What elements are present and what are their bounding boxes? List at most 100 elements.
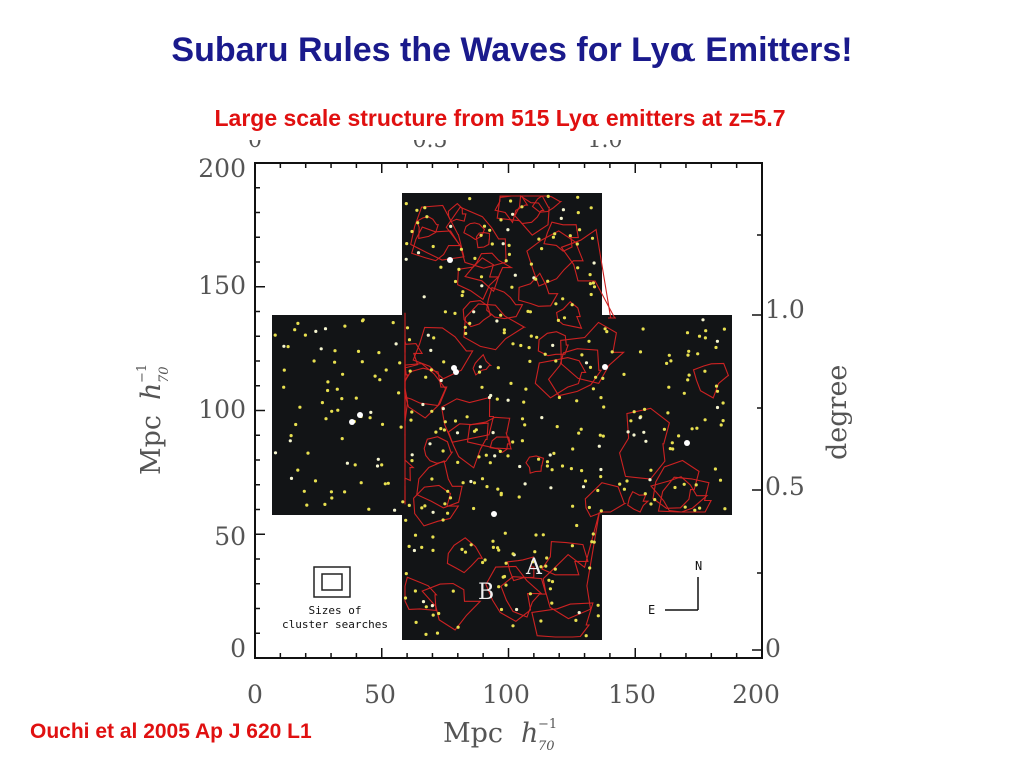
- lae-point: [336, 408, 340, 412]
- lae-point: [686, 353, 690, 357]
- lae-point: [577, 431, 581, 435]
- lae-point: [653, 498, 657, 502]
- right-tick-05: 0.5: [765, 472, 805, 501]
- east-label: E: [648, 603, 655, 617]
- lae-point: [667, 385, 671, 389]
- lae-point: [429, 348, 433, 352]
- lae-point: [360, 360, 364, 364]
- lae-point: [541, 533, 545, 537]
- lae-point: [599, 396, 603, 400]
- lae-point: [393, 508, 397, 512]
- lae-point: [562, 316, 567, 320]
- lae-point: [434, 430, 438, 434]
- lae-point: [507, 243, 511, 247]
- lae-point: [496, 366, 500, 370]
- lae-point: [293, 328, 297, 332]
- lae-point: [282, 368, 286, 372]
- lae-point: [694, 483, 698, 487]
- y-axis-label-h: h: [136, 383, 167, 400]
- lae-point: [569, 467, 573, 471]
- lae-point: [443, 420, 447, 424]
- lae-point: [477, 455, 481, 459]
- lae-point: [576, 266, 580, 270]
- lae-point: [677, 434, 681, 438]
- contour: [500, 576, 547, 618]
- lae-point: [451, 589, 455, 593]
- lae-point: [378, 378, 382, 382]
- lae-point: [386, 481, 390, 485]
- lae-point: [404, 518, 408, 522]
- lae-point: [543, 352, 547, 356]
- lae-point: [323, 327, 328, 331]
- lae-point: [495, 397, 499, 401]
- lae-point: [555, 425, 559, 429]
- y-tick-100: 100: [198, 395, 246, 424]
- lae-point: [575, 399, 579, 403]
- y-tick-200: 200: [198, 154, 246, 183]
- lae-point: [502, 331, 506, 335]
- lae-point: [410, 229, 414, 234]
- top-tick-0: 0: [248, 140, 262, 153]
- lae-point: [548, 453, 552, 457]
- lae-point: [638, 416, 642, 420]
- y-tick-150: 150: [198, 271, 246, 300]
- bright-star: [602, 364, 608, 370]
- lae-point: [469, 543, 473, 547]
- lae-map-svg: A B Sizes of cluster searches N E 0 50 1…: [135, 140, 853, 754]
- lae-point: [491, 545, 495, 549]
- lae-point: [685, 331, 690, 335]
- right-tick-10: 1.0: [765, 295, 805, 324]
- title-suffix: Emitters!: [695, 31, 853, 69]
- lae-point: [625, 479, 629, 483]
- contour: [463, 303, 527, 351]
- lae-point: [576, 195, 580, 199]
- lae-point: [491, 539, 495, 543]
- cluster-label-line2: cluster searches: [282, 618, 388, 631]
- lae-point: [345, 461, 349, 465]
- lae-point: [662, 427, 667, 431]
- marker-b: B: [478, 580, 494, 605]
- contour: [440, 396, 495, 443]
- lae-point: [380, 422, 385, 426]
- lae-point: [549, 486, 553, 490]
- citation: Ouchi et al 2005 Ap J 620 L1: [30, 720, 312, 743]
- lae-point: [449, 224, 453, 228]
- lae-point: [405, 326, 410, 330]
- lae-point: [441, 518, 445, 522]
- lae-point: [404, 202, 408, 206]
- lae-point: [460, 547, 464, 551]
- marker-a: A: [525, 555, 543, 580]
- lae-point: [643, 492, 647, 496]
- lae-point: [629, 419, 633, 423]
- lae-point: [431, 613, 435, 617]
- lae-point: [480, 284, 484, 288]
- contour: [485, 565, 543, 622]
- lae-point: [465, 415, 469, 419]
- x-tick-150: 150: [608, 680, 656, 709]
- lae-point: [423, 206, 427, 210]
- lae-point: [368, 416, 372, 420]
- lae-point: [493, 454, 497, 458]
- contour: [627, 490, 650, 513]
- lae-point: [431, 510, 435, 514]
- lae-point: [282, 385, 286, 389]
- contour: [404, 576, 438, 612]
- lae-point: [687, 373, 691, 377]
- lae-point: [559, 216, 563, 220]
- lae-point: [580, 353, 584, 357]
- bright-star: [447, 257, 453, 263]
- subtitle-alpha: α: [581, 105, 600, 132]
- lae-point: [618, 482, 622, 486]
- lae-point: [499, 493, 503, 497]
- lae-point: [553, 232, 557, 236]
- lae-point: [539, 619, 543, 623]
- lae-point: [479, 275, 484, 279]
- lae-point: [528, 592, 532, 596]
- lae-point: [463, 325, 467, 329]
- lae-point: [483, 558, 487, 562]
- lae-point: [407, 503, 411, 507]
- lae-point: [590, 540, 594, 544]
- lae-point: [534, 533, 538, 537]
- lae-point: [718, 478, 723, 482]
- lae-point: [548, 587, 552, 591]
